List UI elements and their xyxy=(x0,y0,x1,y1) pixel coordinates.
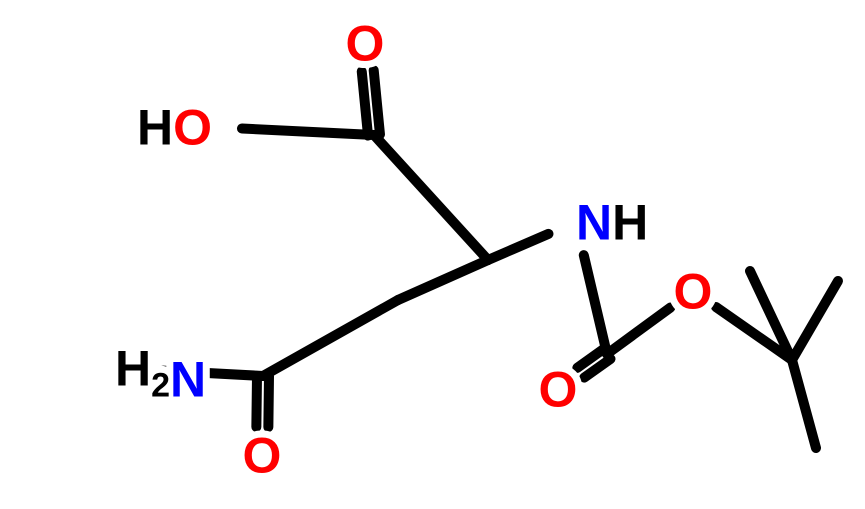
atom-label-O15: O xyxy=(243,428,282,484)
bond-double xyxy=(362,71,368,135)
atom-label-O3: O xyxy=(346,16,385,72)
molecule-canvas: OOHOHONHNHOOOOOOH2NH2N xyxy=(0,0,865,509)
bond-single xyxy=(792,360,816,448)
bond-single xyxy=(607,308,670,354)
bond-single xyxy=(263,300,398,376)
bond-double xyxy=(268,376,269,427)
bond-single xyxy=(374,135,488,260)
atom-label-O9: O xyxy=(674,264,713,320)
bond-single xyxy=(584,255,607,354)
bond-single xyxy=(792,281,838,360)
atom-label-N16: H2N xyxy=(115,341,206,408)
bond-double xyxy=(256,376,257,427)
atom-label-N5: NH xyxy=(576,195,648,251)
bond-single xyxy=(398,260,488,300)
bond-single xyxy=(242,128,374,135)
bond-single xyxy=(488,234,548,260)
atom-label-O4: HO xyxy=(137,100,212,156)
atom-label-O8: O xyxy=(539,362,578,418)
bond-double xyxy=(374,70,380,134)
